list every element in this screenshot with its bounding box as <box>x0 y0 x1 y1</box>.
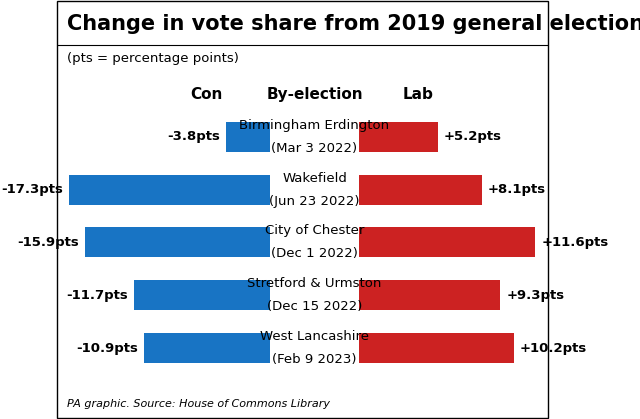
Text: Con: Con <box>190 87 223 102</box>
Bar <box>143 333 270 363</box>
Bar <box>358 280 500 310</box>
Text: City of Chester: City of Chester <box>265 225 364 238</box>
Text: (Dec 15 2022): (Dec 15 2022) <box>267 300 362 313</box>
Bar <box>226 122 270 152</box>
Text: +10.2pts: +10.2pts <box>520 341 588 354</box>
Text: -17.3pts: -17.3pts <box>1 183 63 196</box>
Text: +11.6pts: +11.6pts <box>541 236 609 249</box>
Bar <box>358 228 536 257</box>
Text: PA graphic. Source: House of Commons Library: PA graphic. Source: House of Commons Lib… <box>67 399 330 409</box>
Text: +9.3pts: +9.3pts <box>506 289 564 302</box>
Text: Stretford & Urmston: Stretford & Urmston <box>247 277 381 290</box>
Bar <box>358 175 482 204</box>
Text: -15.9pts: -15.9pts <box>18 236 79 249</box>
Text: +8.1pts: +8.1pts <box>488 183 546 196</box>
Text: +5.2pts: +5.2pts <box>444 130 502 143</box>
Text: (Jun 23 2022): (Jun 23 2022) <box>269 194 360 207</box>
Text: West Lancashire: West Lancashire <box>260 330 369 343</box>
Text: Lab: Lab <box>402 87 433 102</box>
Text: Wakefield: Wakefield <box>282 171 347 184</box>
Bar <box>85 228 270 257</box>
Text: By-election: By-election <box>266 87 363 102</box>
Text: (Dec 1 2022): (Dec 1 2022) <box>271 247 358 260</box>
Text: (pts = percentage points): (pts = percentage points) <box>67 52 239 65</box>
Bar <box>134 280 270 310</box>
Text: (Feb 9 2023): (Feb 9 2023) <box>272 353 356 366</box>
Bar <box>358 122 438 152</box>
Text: Birmingham Erdington: Birmingham Erdington <box>239 119 390 132</box>
Bar <box>69 175 270 204</box>
Text: Change in vote share from 2019 general election: Change in vote share from 2019 general e… <box>67 14 640 34</box>
Text: -11.7pts: -11.7pts <box>67 289 129 302</box>
Text: (Mar 3 2022): (Mar 3 2022) <box>271 142 358 155</box>
Text: -10.9pts: -10.9pts <box>76 341 138 354</box>
Bar <box>358 333 514 363</box>
Text: -3.8pts: -3.8pts <box>168 130 220 143</box>
